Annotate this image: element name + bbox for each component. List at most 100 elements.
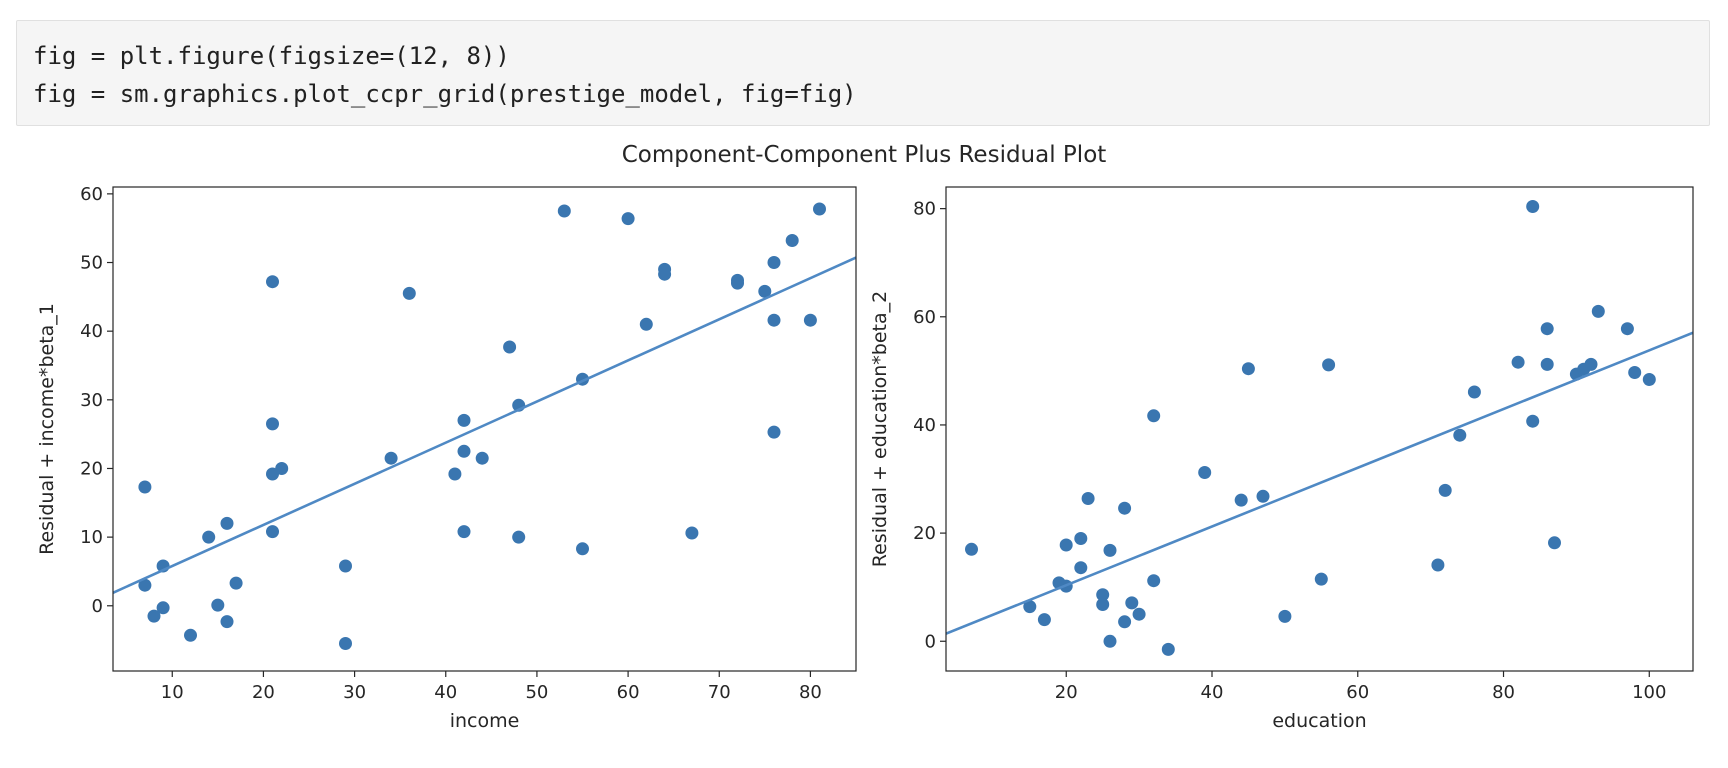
data-point bbox=[1074, 532, 1088, 545]
data-point bbox=[1081, 492, 1095, 505]
x-tick-label: 50 bbox=[525, 682, 548, 703]
data-point bbox=[1198, 466, 1212, 479]
data-point bbox=[1037, 613, 1051, 627]
data-point bbox=[1096, 598, 1110, 611]
data-point bbox=[1431, 558, 1445, 572]
data-point bbox=[1241, 362, 1255, 376]
data-point bbox=[621, 212, 635, 226]
y-tick-label: 20 bbox=[80, 458, 103, 479]
data-point bbox=[475, 451, 489, 465]
y-tick-label: 20 bbox=[913, 523, 936, 544]
data-point bbox=[457, 444, 471, 458]
data-point bbox=[1526, 414, 1540, 428]
data-point bbox=[1467, 385, 1481, 399]
data-point bbox=[1548, 536, 1561, 550]
y-tick-label: 30 bbox=[80, 390, 103, 411]
data-point bbox=[557, 204, 571, 218]
data-point bbox=[1118, 615, 1132, 629]
axes-frame bbox=[945, 186, 1694, 672]
data-point bbox=[1526, 200, 1540, 213]
x-tick-label: 60 bbox=[1346, 682, 1369, 703]
data-point bbox=[229, 576, 243, 590]
y-axis-label: Residual + education*beta_2 bbox=[869, 291, 891, 567]
data-point bbox=[1132, 607, 1146, 621]
data-point bbox=[1591, 304, 1605, 318]
y-tick-label: 80 bbox=[913, 199, 936, 220]
data-point bbox=[685, 526, 699, 540]
data-point bbox=[1322, 358, 1336, 372]
data-point bbox=[339, 637, 352, 650]
data-point bbox=[220, 516, 234, 530]
data-point bbox=[576, 542, 589, 556]
data-point bbox=[965, 542, 978, 556]
data-point bbox=[1620, 322, 1634, 336]
data-point bbox=[1103, 634, 1117, 648]
data-point bbox=[1118, 501, 1132, 515]
fit-line bbox=[946, 331, 1693, 635]
data-point bbox=[639, 317, 653, 331]
data-point bbox=[1628, 366, 1642, 379]
data-point bbox=[1125, 596, 1139, 610]
data-point bbox=[1103, 543, 1117, 557]
data-point bbox=[503, 340, 517, 354]
x-tick-label: 40 bbox=[1201, 682, 1224, 703]
fit-line bbox=[113, 256, 856, 594]
code-line-1: fig = plt.figure(figsize=(12, 8)) bbox=[33, 42, 510, 70]
y-tick-label: 10 bbox=[80, 527, 103, 548]
data-point bbox=[1584, 357, 1598, 371]
x-tick-label: 80 bbox=[1492, 682, 1515, 703]
x-tick-label: 40 bbox=[434, 682, 457, 703]
chart-svg: Component-Component Plus Residual Plot 1… bbox=[36, 142, 1694, 732]
data-point bbox=[1540, 357, 1554, 371]
x-tick-label: 80 bbox=[799, 682, 822, 703]
data-point bbox=[1147, 574, 1161, 588]
data-point bbox=[1147, 409, 1161, 423]
data-point bbox=[1642, 373, 1656, 386]
data-point bbox=[266, 275, 279, 289]
y-tick-label: 50 bbox=[80, 253, 103, 274]
x-tick-label: 60 bbox=[617, 682, 640, 703]
data-point bbox=[147, 609, 161, 623]
data-point bbox=[767, 313, 781, 327]
data-point bbox=[1074, 561, 1088, 575]
data-point bbox=[767, 256, 781, 269]
x-axis-label: income bbox=[450, 710, 520, 732]
data-point bbox=[448, 467, 462, 481]
ccpr-figure: Component-Component Plus Residual Plot 1… bbox=[0, 140, 1728, 768]
data-point bbox=[1161, 642, 1175, 656]
data-point bbox=[1059, 538, 1073, 552]
data-point bbox=[1438, 483, 1452, 497]
x-tick-label: 30 bbox=[343, 682, 366, 703]
data-point bbox=[156, 601, 170, 615]
data-point bbox=[767, 425, 781, 439]
y-tick-label: 60 bbox=[913, 307, 936, 328]
data-point bbox=[402, 286, 416, 300]
data-point bbox=[211, 598, 225, 612]
data-point bbox=[758, 284, 772, 298]
data-point bbox=[266, 525, 279, 539]
data-point bbox=[457, 413, 471, 427]
code-cell[interactable]: fig = plt.figure(figsize=(12, 8)) fig = … bbox=[16, 20, 1710, 126]
chart-title: Component-Component Plus Residual Plot bbox=[622, 142, 1107, 168]
data-point bbox=[275, 462, 289, 475]
y-axis-label: Residual + income*beta_1 bbox=[36, 303, 58, 555]
data-point bbox=[731, 276, 744, 290]
data-point bbox=[220, 615, 234, 629]
data-point bbox=[266, 417, 279, 431]
data-point bbox=[1023, 600, 1037, 614]
x-tick-label: 100 bbox=[1632, 682, 1666, 703]
data-point bbox=[1256, 489, 1270, 503]
data-point bbox=[138, 480, 152, 494]
x-tick-label: 20 bbox=[252, 682, 275, 703]
x-tick-label: 10 bbox=[161, 682, 184, 703]
y-tick-label: 60 bbox=[80, 184, 103, 205]
data-point bbox=[138, 578, 152, 592]
y-tick-label: 0 bbox=[92, 596, 103, 617]
x-tick-label: 20 bbox=[1055, 682, 1078, 703]
data-point bbox=[1314, 572, 1328, 586]
data-point bbox=[785, 234, 799, 247]
data-point bbox=[1278, 609, 1292, 623]
x-tick-label: 70 bbox=[708, 682, 731, 703]
y-tick-label: 0 bbox=[925, 631, 936, 652]
data-point bbox=[202, 530, 216, 544]
